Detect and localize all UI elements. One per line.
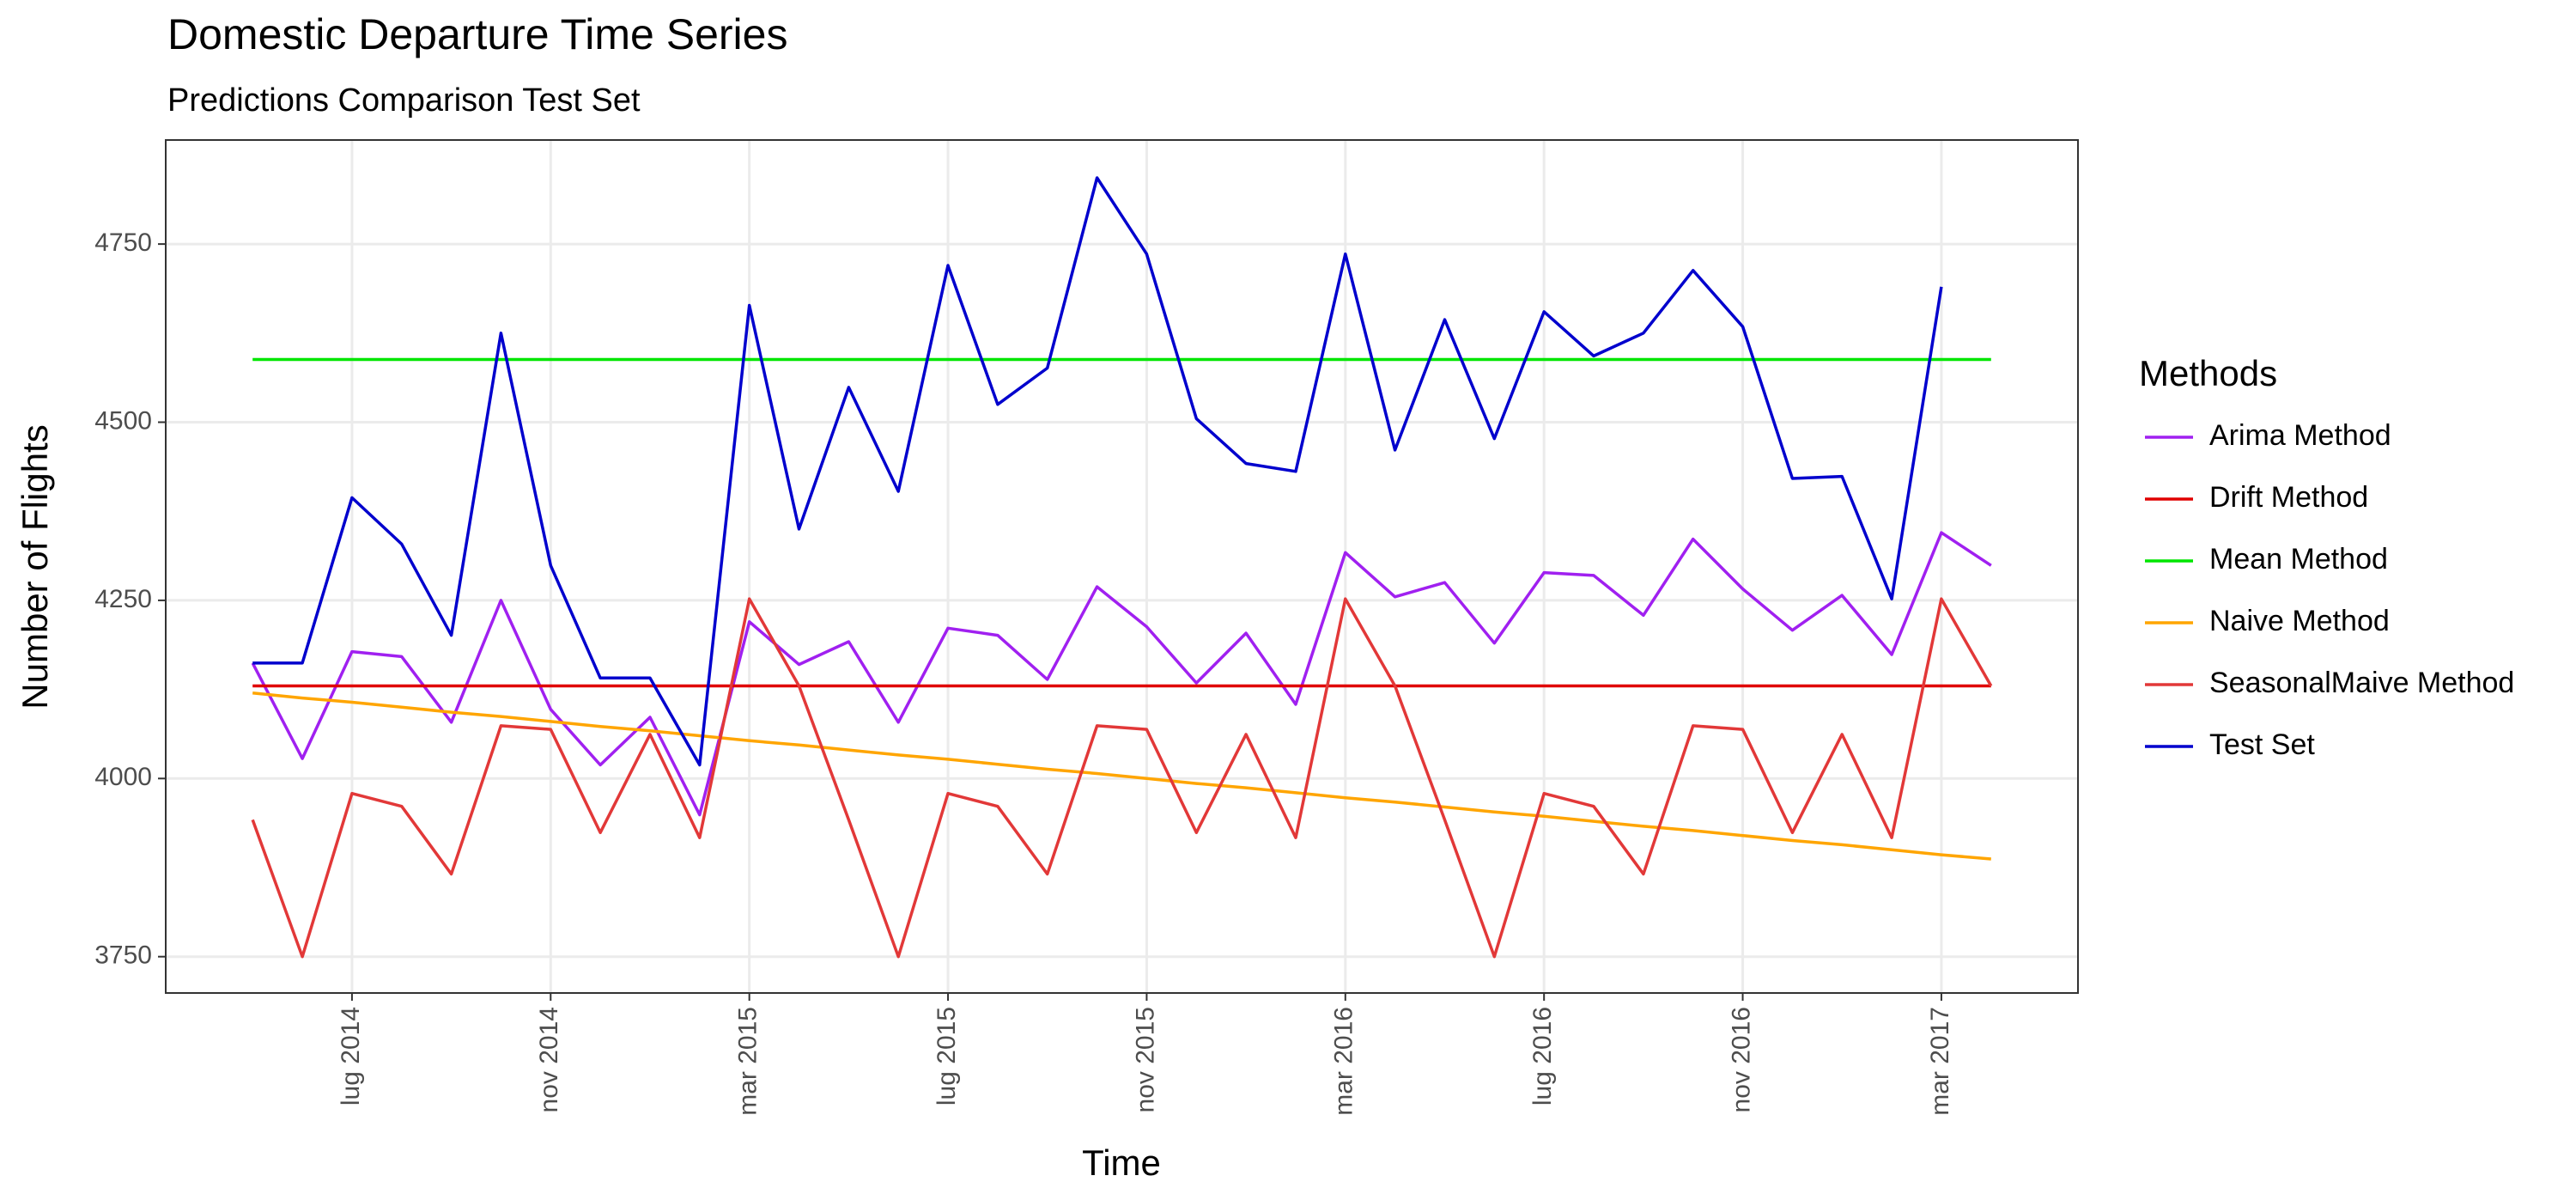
x-tick-label: nov 2016 [1727, 1007, 1755, 1112]
y-tick-label: 3750 [94, 941, 152, 970]
y-tick-label: 4750 [94, 228, 152, 257]
y-axis-label: Number of Flights [15, 424, 55, 709]
plot-background [166, 140, 2078, 993]
legend-label: Arima Method [2209, 419, 2391, 452]
x-tick-label: nov 2015 [1131, 1007, 1159, 1112]
series-line [251, 597, 1993, 959]
x-tick-label: mar 2016 [1330, 1007, 1358, 1116]
x-tick-label: lug 2016 [1528, 1007, 1557, 1106]
chart-title: Domestic Departure Time Series [167, 10, 787, 58]
x-tick-label: mar 2017 [1926, 1007, 1954, 1116]
legend-label: Test Set [2209, 728, 2315, 761]
series-line [251, 531, 1992, 817]
x-tick-label: nov 2014 [535, 1007, 563, 1112]
x-tick-label: mar 2015 [734, 1007, 762, 1116]
x-tick-label: lug 2015 [933, 1007, 961, 1106]
y-tick-label: 4250 [94, 585, 152, 613]
x-axis-label: Time [1082, 1142, 1161, 1183]
chart-subtitle: Predictions Comparison Test Set [167, 82, 641, 119]
legend-label: Naive Method [2209, 605, 2390, 637]
legend-label: Drift Method [2209, 481, 2368, 514]
plot-border [165, 139, 2079, 994]
series-line [252, 691, 1991, 861]
legend-label: SeasonalMaive Method [2209, 667, 2514, 699]
legend-label: Mean Method [2209, 543, 2388, 576]
y-tick-label: 4500 [94, 406, 152, 435]
series-line [252, 176, 1943, 767]
y-tick-label: 4000 [94, 763, 152, 791]
legend-title: Methods [2139, 353, 2277, 393]
x-tick-label: lug 2014 [337, 1007, 365, 1106]
